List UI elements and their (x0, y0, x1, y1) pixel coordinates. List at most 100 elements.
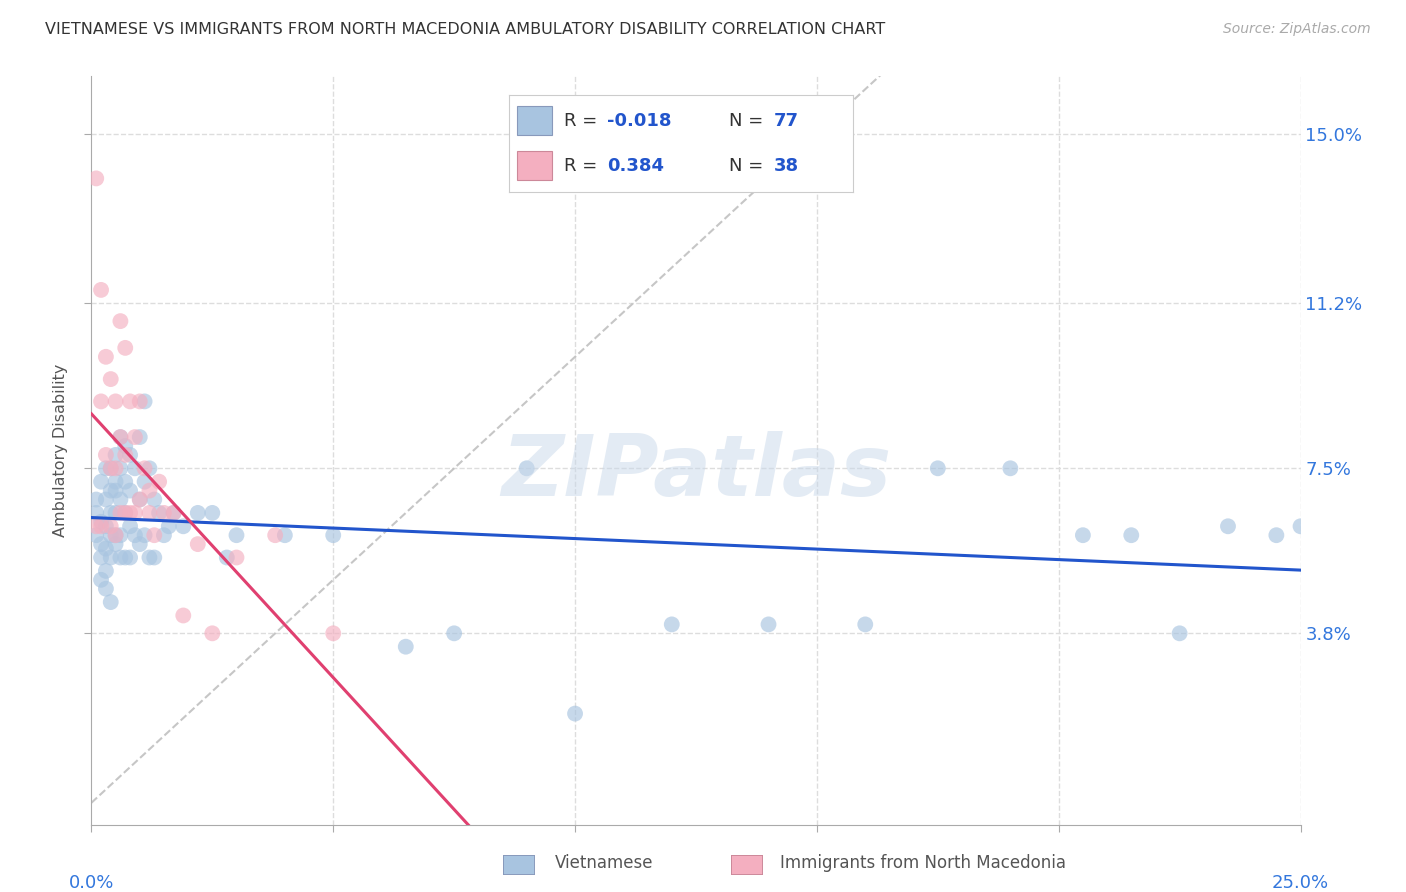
Point (172, 608, 194, 623)
Point (128, 394, 150, 409)
Point (172, 519, 194, 533)
Point (104, 537, 127, 551)
Point (128, 492, 150, 507)
Point (1216, 519, 1239, 533)
Point (90, 573, 112, 587)
Point (187, 537, 209, 551)
Point (90, 537, 112, 551)
Point (395, 640, 418, 654)
Point (1121, 528, 1143, 542)
Point (100, 372, 122, 386)
Point (90, 519, 112, 533)
Point (84, 528, 107, 542)
Point (100, 461, 122, 475)
Point (443, 626, 465, 640)
Point (114, 439, 136, 453)
Point (110, 430, 132, 444)
Point (322, 528, 344, 542)
Point (564, 706, 586, 721)
Point (148, 506, 170, 520)
Point (114, 506, 136, 520)
Point (110, 506, 132, 520)
Point (153, 528, 176, 542)
Point (516, 461, 538, 475)
Point (84, 506, 107, 520)
Point (100, 506, 122, 520)
Point (1168, 626, 1191, 640)
Point (114, 341, 136, 355)
Point (120, 394, 142, 409)
Point (148, 475, 170, 489)
Point (225, 550, 247, 565)
Point (138, 461, 160, 475)
Text: ZIPatlas: ZIPatlas (501, 432, 891, 515)
Point (104, 394, 127, 409)
Text: Immigrants from North Macedonia: Immigrants from North Macedonia (780, 855, 1066, 872)
Point (128, 537, 150, 551)
Point (120, 550, 142, 565)
Point (1289, 519, 1312, 533)
Point (84, 171, 107, 186)
Point (134, 394, 156, 409)
Point (100, 461, 122, 475)
Point (758, 617, 780, 632)
Point (853, 617, 876, 632)
Point (157, 519, 180, 533)
Point (120, 448, 142, 462)
Point (264, 528, 287, 542)
Point (84, 492, 107, 507)
Point (94, 461, 117, 475)
Point (134, 528, 156, 542)
Point (114, 448, 136, 462)
Point (143, 492, 166, 507)
Y-axis label: Ambulatory Disability: Ambulatory Disability (53, 364, 69, 537)
Text: VIETNAMESE VS IMMIGRANTS FROM NORTH MACEDONIA AMBULATORY DISABILITY CORRELATION : VIETNAMESE VS IMMIGRANTS FROM NORTH MACE… (45, 22, 886, 37)
Point (187, 506, 209, 520)
Point (114, 506, 136, 520)
Point (1265, 528, 1288, 542)
Point (84, 519, 107, 533)
Point (94, 350, 117, 364)
Point (104, 506, 127, 520)
Point (90, 550, 112, 565)
Point (120, 483, 142, 498)
Point (120, 506, 142, 520)
Point (94, 492, 117, 507)
Point (162, 506, 184, 520)
Text: 0.0%: 0.0% (69, 874, 114, 892)
Point (134, 475, 156, 489)
Point (225, 528, 247, 542)
Point (110, 461, 132, 475)
Point (661, 617, 683, 632)
Point (927, 461, 949, 475)
Point (128, 430, 150, 444)
Point (100, 519, 122, 533)
Point (153, 506, 176, 520)
Point (138, 506, 160, 520)
Point (90, 475, 112, 489)
Text: Source: ZipAtlas.com: Source: ZipAtlas.com (1223, 22, 1371, 37)
Point (114, 550, 136, 565)
Point (274, 528, 297, 542)
Point (90, 515, 112, 529)
Point (100, 550, 122, 565)
Point (110, 430, 132, 444)
Point (110, 492, 132, 507)
Text: Vietnamese: Vietnamese (555, 855, 654, 872)
Point (114, 475, 136, 489)
Point (138, 483, 160, 498)
Point (322, 626, 344, 640)
Point (104, 528, 127, 542)
Point (143, 528, 166, 542)
Point (104, 461, 127, 475)
Point (1071, 528, 1094, 542)
Point (162, 506, 184, 520)
Point (100, 483, 122, 498)
Point (90, 394, 112, 409)
Point (104, 475, 127, 489)
Point (120, 519, 142, 533)
Point (201, 506, 224, 520)
Point (128, 492, 150, 507)
Point (124, 506, 146, 520)
Point (110, 550, 132, 565)
